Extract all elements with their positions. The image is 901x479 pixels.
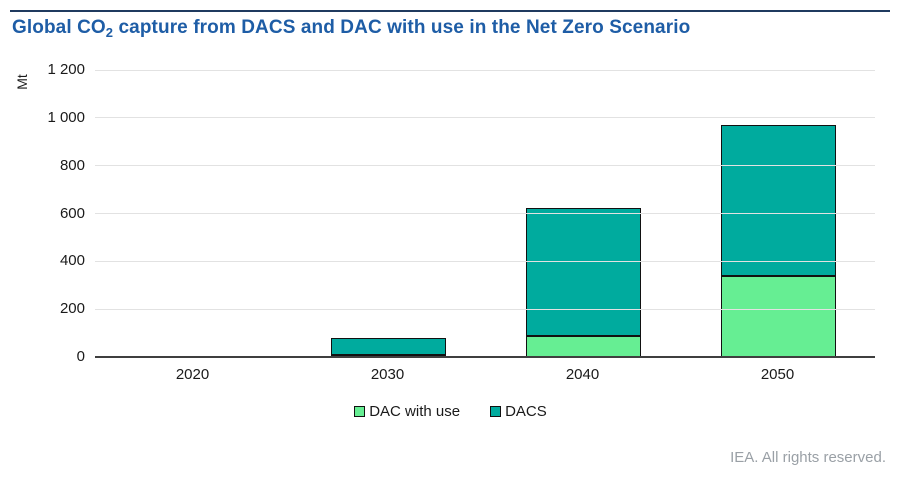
y-tick-label-1000: 1 000 <box>47 108 85 126</box>
y-tick-label-400: 400 <box>59 252 85 270</box>
x-tick-label-2030: 2030 <box>370 366 405 383</box>
top-rule <box>10 10 890 12</box>
bar-slots <box>95 70 875 357</box>
legend-swatch-icon <box>490 406 502 417</box>
bar-segment-dacs-2030 <box>330 337 447 355</box>
y-tick-label-800: 800 <box>59 156 85 174</box>
legend: DAC with use DACS <box>0 403 901 420</box>
y-tick-label-200: 200 <box>59 300 85 318</box>
legend-label: DAC with use <box>369 403 461 420</box>
x-axis-line <box>95 356 875 358</box>
legend-item-dacs: DACS <box>490 403 547 420</box>
x-tick-label-2040: 2040 <box>565 366 600 383</box>
chart-title: Global CO2 capture from DACS and DAC wit… <box>12 17 691 40</box>
gridline-400 <box>95 260 875 262</box>
chart-title-prefix: Global CO <box>12 17 106 38</box>
chart-title-co2-subscript: 2 <box>105 25 114 40</box>
y-tick-label-600: 600 <box>59 204 85 222</box>
gridline-800 <box>95 165 875 167</box>
gridline-200 <box>95 308 875 310</box>
gridline-1000 <box>95 117 875 119</box>
copyright-notice: IEA. All rights reserved. <box>730 449 886 466</box>
bar-group-2040 <box>485 70 680 357</box>
bar-stack-2030 <box>330 337 447 357</box>
bar-stack-2040 <box>525 208 642 357</box>
legend-label: DACS <box>505 403 547 420</box>
y-tick-label-1200: 1 200 <box>47 61 85 78</box>
bar-segment-dac-with-use-2050 <box>720 275 837 357</box>
plot-area <box>95 69 875 358</box>
bar-segment-dac-with-use-2040 <box>525 336 642 357</box>
chart-title-suffix: capture from DACS and DAC with use in th… <box>113 17 691 38</box>
bar-group-2050 <box>680 70 875 357</box>
x-tick-label-2050: 2050 <box>760 366 795 383</box>
bar-segment-dacs-2040 <box>525 208 642 337</box>
x-tick-label-2020: 2020 <box>175 366 210 383</box>
gridline-1200 <box>95 69 875 71</box>
legend-swatch-icon <box>354 406 366 417</box>
legend-item-dac-with-use: DAC with use <box>354 403 460 420</box>
bar-stack-2050 <box>720 124 837 357</box>
y-tick-label-0: 0 <box>76 348 85 365</box>
gridline-600 <box>95 213 875 214</box>
bar-segment-dacs-2050 <box>720 124 837 276</box>
